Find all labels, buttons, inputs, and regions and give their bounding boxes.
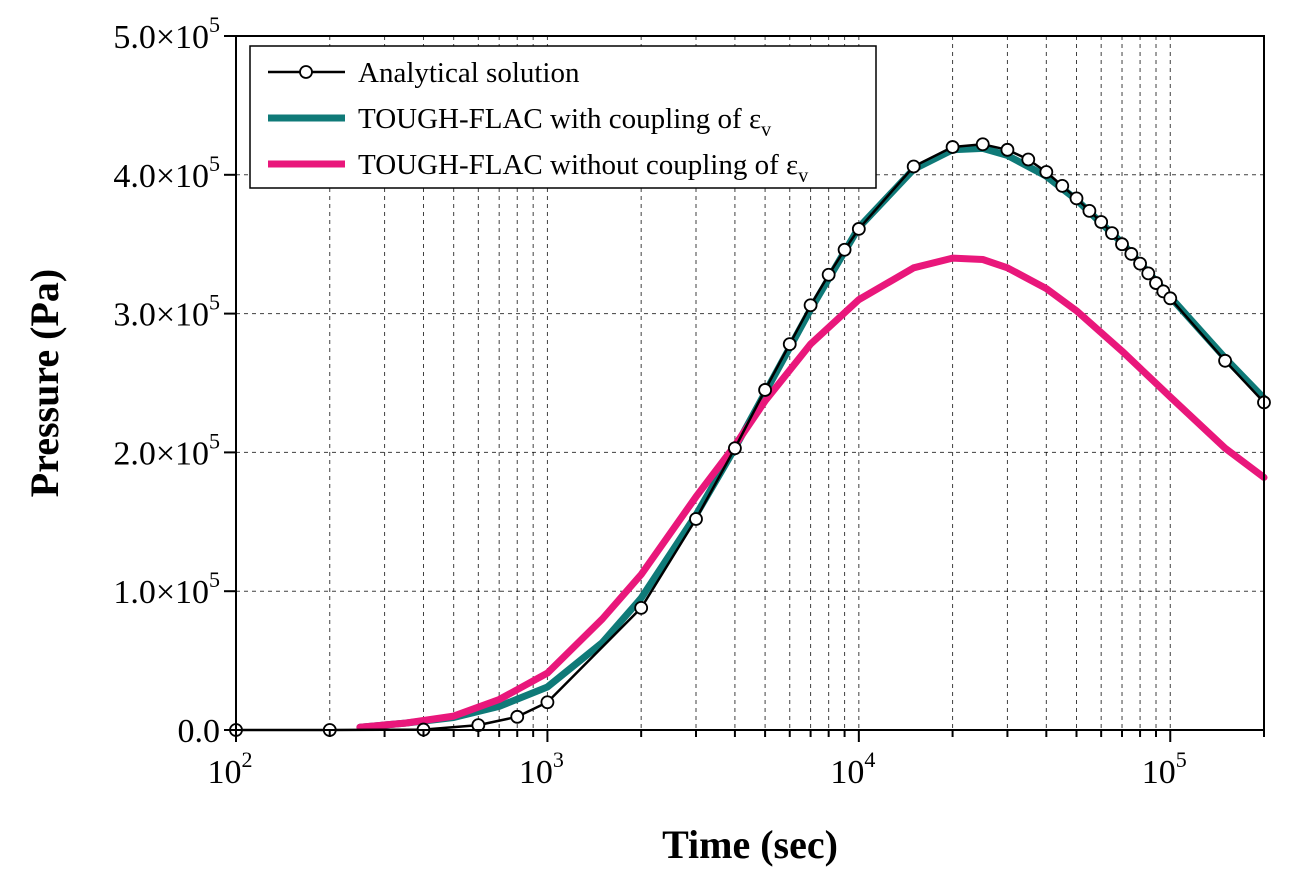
data-point: [1069, 191, 1084, 206]
data-point: [1055, 179, 1070, 193]
x-tick-label: 102: [208, 747, 253, 791]
data-point: [945, 140, 960, 154]
data-point: [851, 222, 866, 236]
data-point: [975, 137, 990, 152]
data-point: [906, 159, 921, 174]
data-point: [1163, 291, 1178, 306]
legend: Analytical solution TOUGH-FLAC with coupl…: [249, 45, 877, 189]
data-point: [803, 298, 818, 313]
series-line-2: [356, 254, 1268, 731]
data-point: [1115, 237, 1129, 252]
data-point: [1082, 203, 1097, 218]
data-point: [540, 695, 555, 710]
data-point: [510, 709, 525, 724]
legend-label: TOUGH-FLAC with coupling of εv: [358, 103, 771, 141]
data-point: [1094, 215, 1109, 229]
marker-layer: [229, 137, 1271, 737]
data-point: [782, 337, 797, 352]
data-point: [1021, 152, 1036, 167]
data-point: [837, 242, 852, 257]
data-point: [1105, 226, 1119, 240]
x-tick-label: 104: [830, 747, 875, 791]
series-line-1: [356, 144, 1268, 731]
legend-box: [249, 45, 877, 189]
data-point: [1133, 256, 1147, 271]
y-tick-label: 5.0×105: [113, 12, 220, 56]
x-tick-label: 103: [519, 747, 564, 791]
y-tick-labels: 0.0 1.0×105 2.0×105 3.0×105 4.0×105 5.0×105: [113, 12, 220, 750]
data-point: [758, 383, 772, 397]
y-axis-label: Pressure (Pa): [22, 269, 67, 497]
data-point: [634, 600, 649, 615]
data-point: [1124, 247, 1139, 261]
legend-label: Analytical solution: [358, 57, 580, 89]
data-point: [1218, 353, 1232, 368]
plot-frame: [235, 35, 1265, 731]
y-tick-label: 1.0×105: [113, 567, 220, 611]
data-point: [1000, 142, 1015, 157]
data-point: [821, 267, 836, 282]
data-point: [1039, 165, 1054, 179]
x-tick-labels: 102 103 104 105: [208, 747, 1187, 791]
y-tick-label: 2.0×105: [113, 428, 220, 472]
data-point: [728, 441, 742, 456]
x-axis-label: Time (sec): [662, 822, 838, 867]
data-point: [689, 512, 703, 526]
legend-label: TOUGH-FLAC without coupling of εv: [358, 149, 808, 187]
y-tick-label: 3.0×105: [113, 290, 220, 334]
legend-marker: [299, 65, 313, 79]
x-tick-label: 105: [1142, 747, 1187, 791]
data-point: [1141, 266, 1156, 281]
y-tick-label: 0.0: [178, 713, 221, 750]
axis-ticks: [224, 35, 1265, 742]
y-tick-label: 4.0×105: [113, 151, 220, 195]
